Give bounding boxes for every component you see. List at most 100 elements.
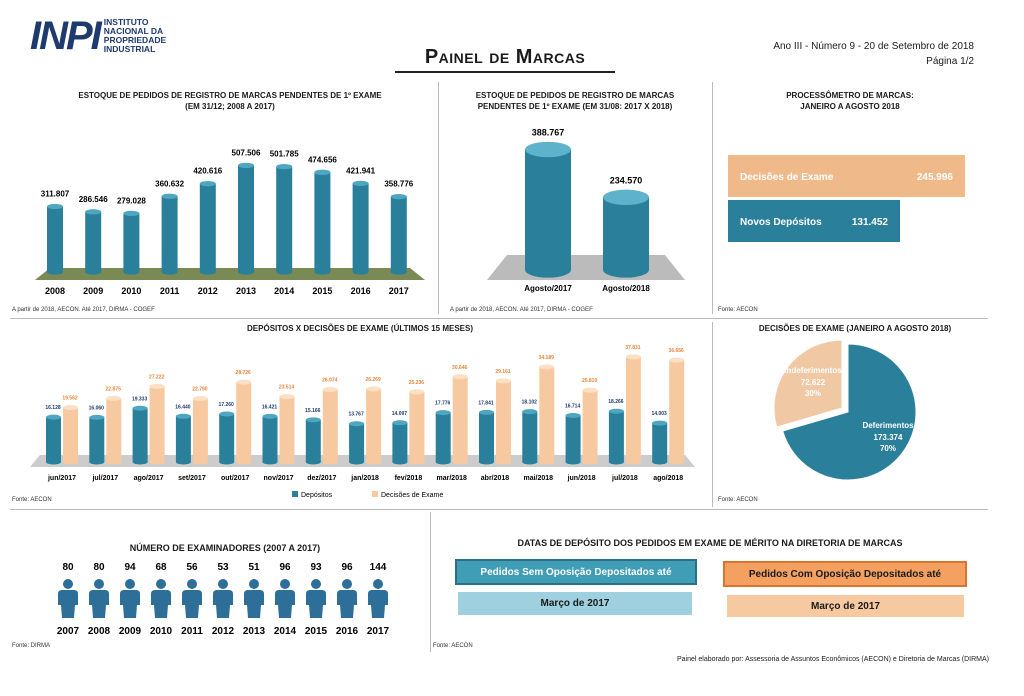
month-label: dez/2017: [307, 475, 336, 482]
month-label: abr/2018: [481, 475, 510, 482]
stock-bar-top: [162, 194, 178, 199]
decision-label: 28.726: [236, 370, 252, 376]
processometer-value: 131.452: [852, 217, 889, 228]
stock-bar-label: 360.632: [155, 179, 184, 188]
decision-bar: [280, 397, 295, 462]
deposit-bar-base: [609, 460, 624, 465]
decision-bar-base: [236, 460, 251, 465]
stock-year-label: 2014: [274, 286, 294, 296]
stock-year-label: 2011: [160, 286, 180, 296]
decision-label: 19.562: [62, 396, 78, 402]
stock-year-label: 2010: [121, 286, 141, 296]
examiner-count: 80: [62, 562, 74, 573]
examiner-year: 2015: [305, 626, 328, 637]
stock-bar-base: [200, 269, 216, 274]
deposit-bar: [46, 417, 61, 462]
deposit-bar: [566, 416, 581, 462]
deposit-bar-base: [219, 460, 234, 465]
deposit-bar: [522, 412, 537, 462]
examiner-year: 2009: [119, 626, 142, 637]
person-icon-body: [89, 590, 109, 618]
stock-year-label: 2016: [351, 286, 371, 296]
person-icon: [187, 579, 197, 589]
month-label: set/2017: [178, 475, 206, 482]
deposit-bar-base: [263, 460, 278, 465]
person-icon: [218, 579, 228, 589]
decision-bar-top: [496, 378, 511, 383]
compare-category-label: Agosto/2017: [524, 284, 572, 293]
pie-slice-pct: 70%: [880, 444, 896, 453]
processometer-value: 245.996: [917, 172, 954, 183]
examiner-year: 2007: [57, 626, 80, 637]
compare-bar-top: [525, 142, 571, 157]
stock-bar-top: [276, 164, 292, 169]
stock-year-label: 2008: [45, 286, 65, 296]
decision-label: 34.189: [539, 355, 555, 361]
deposit-bar-top: [522, 409, 537, 414]
deposit-bar-top: [263, 414, 278, 419]
person-icon-body: [244, 590, 264, 618]
decision-bar-base: [63, 460, 78, 465]
month-label: jul/2017: [91, 475, 118, 482]
pie-slice-value: 72.622: [801, 378, 826, 387]
compare-bar-label: 234.570: [610, 175, 643, 185]
pie-slice-value: 173.374: [874, 433, 903, 442]
examiner-year: 2010: [150, 626, 173, 637]
legend-label: Decisões de Exame: [381, 492, 443, 499]
decision-bar: [539, 367, 554, 462]
stock-bar: [162, 196, 178, 272]
deposit-bar-top: [436, 410, 451, 415]
month-label: nov/2017: [264, 475, 294, 482]
deposit-bar: [133, 408, 148, 462]
deposit-bar-top: [566, 413, 581, 418]
person-icon-body: [368, 590, 388, 618]
examiner-year: 2016: [336, 626, 359, 637]
decision-bar: [626, 357, 641, 462]
person-icon: [94, 579, 104, 589]
chart-floor: [487, 255, 685, 280]
decision-bar-top: [236, 380, 251, 385]
stock-bar-top: [391, 194, 407, 199]
deposit-label: 14.097: [392, 411, 408, 417]
legend-label: Depósitos: [301, 492, 333, 499]
deposit-bar: [219, 414, 234, 462]
stock-bar-top: [314, 170, 330, 175]
decision-bar-base: [496, 460, 511, 465]
examiner-count: 93: [310, 562, 322, 573]
examiner-year: 2014: [274, 626, 297, 637]
person-icon: [63, 579, 73, 589]
deposit-bar-base: [479, 460, 494, 465]
deposit-label: 17.841: [478, 400, 494, 406]
decision-bar-top: [453, 374, 468, 379]
legend-swatch: [372, 491, 378, 497]
compare-bar-base: [525, 262, 571, 277]
deposit-bar: [176, 416, 191, 462]
stock-bar-base: [47, 269, 63, 274]
person-icon-body: [306, 590, 326, 618]
decision-label: 36.656: [669, 348, 685, 354]
compare-bar-top: [603, 190, 649, 205]
decision-label: 23.514: [279, 385, 295, 391]
deposit-bar-top: [176, 414, 191, 419]
stock-bar-label: 501.785: [270, 150, 299, 159]
deposit-bar-top: [652, 421, 667, 426]
stock-year-label: 2013: [236, 286, 256, 296]
examiner-year: 2012: [212, 626, 235, 637]
deposit-label: 18.102: [522, 400, 538, 406]
deposit-bar-top: [306, 417, 321, 422]
decision-bar-top: [63, 405, 78, 410]
examiner-count: 96: [279, 562, 291, 573]
decision-label: 22.790: [192, 387, 208, 393]
pie-slice-name: Deferimentos: [862, 421, 914, 430]
deposit-bar-top: [609, 409, 624, 414]
examiner-year: 2008: [88, 626, 111, 637]
stock-bar-base: [276, 269, 292, 274]
decision-bar-base: [626, 460, 641, 465]
decision-bar: [496, 381, 511, 462]
legend-swatch: [292, 491, 298, 497]
pie-slice-name: Indeferimentos: [784, 366, 842, 375]
deposit-bar-base: [566, 460, 581, 465]
decision-bar-top: [323, 387, 338, 392]
stock-bar-base: [238, 269, 254, 274]
decision-bar-base: [539, 460, 554, 465]
